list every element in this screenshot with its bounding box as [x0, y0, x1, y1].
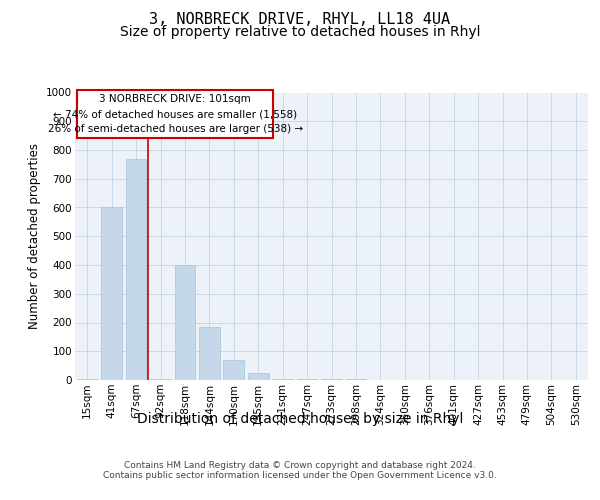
Bar — [272, 378, 293, 380]
Text: Size of property relative to detached houses in Rhyl: Size of property relative to detached ho… — [120, 25, 480, 39]
Bar — [223, 360, 244, 380]
Bar — [125, 158, 146, 380]
Bar — [296, 378, 317, 380]
Bar — [248, 373, 269, 380]
Text: 3 NORBRECK DRIVE: 101sqm
← 74% of detached houses are smaller (1,558)
26% of sem: 3 NORBRECK DRIVE: 101sqm ← 74% of detach… — [47, 94, 303, 134]
FancyBboxPatch shape — [77, 90, 273, 138]
Bar — [199, 327, 220, 380]
Text: Distribution of detached houses by size in Rhyl: Distribution of detached houses by size … — [137, 412, 463, 426]
Y-axis label: Number of detached properties: Number of detached properties — [28, 143, 41, 329]
Text: 3, NORBRECK DRIVE, RHYL, LL18 4UA: 3, NORBRECK DRIVE, RHYL, LL18 4UA — [149, 12, 451, 28]
Bar — [175, 265, 196, 380]
Bar — [101, 208, 122, 380]
Text: Contains HM Land Registry data © Crown copyright and database right 2024.
Contai: Contains HM Land Registry data © Crown c… — [103, 460, 497, 480]
Bar — [321, 378, 342, 380]
